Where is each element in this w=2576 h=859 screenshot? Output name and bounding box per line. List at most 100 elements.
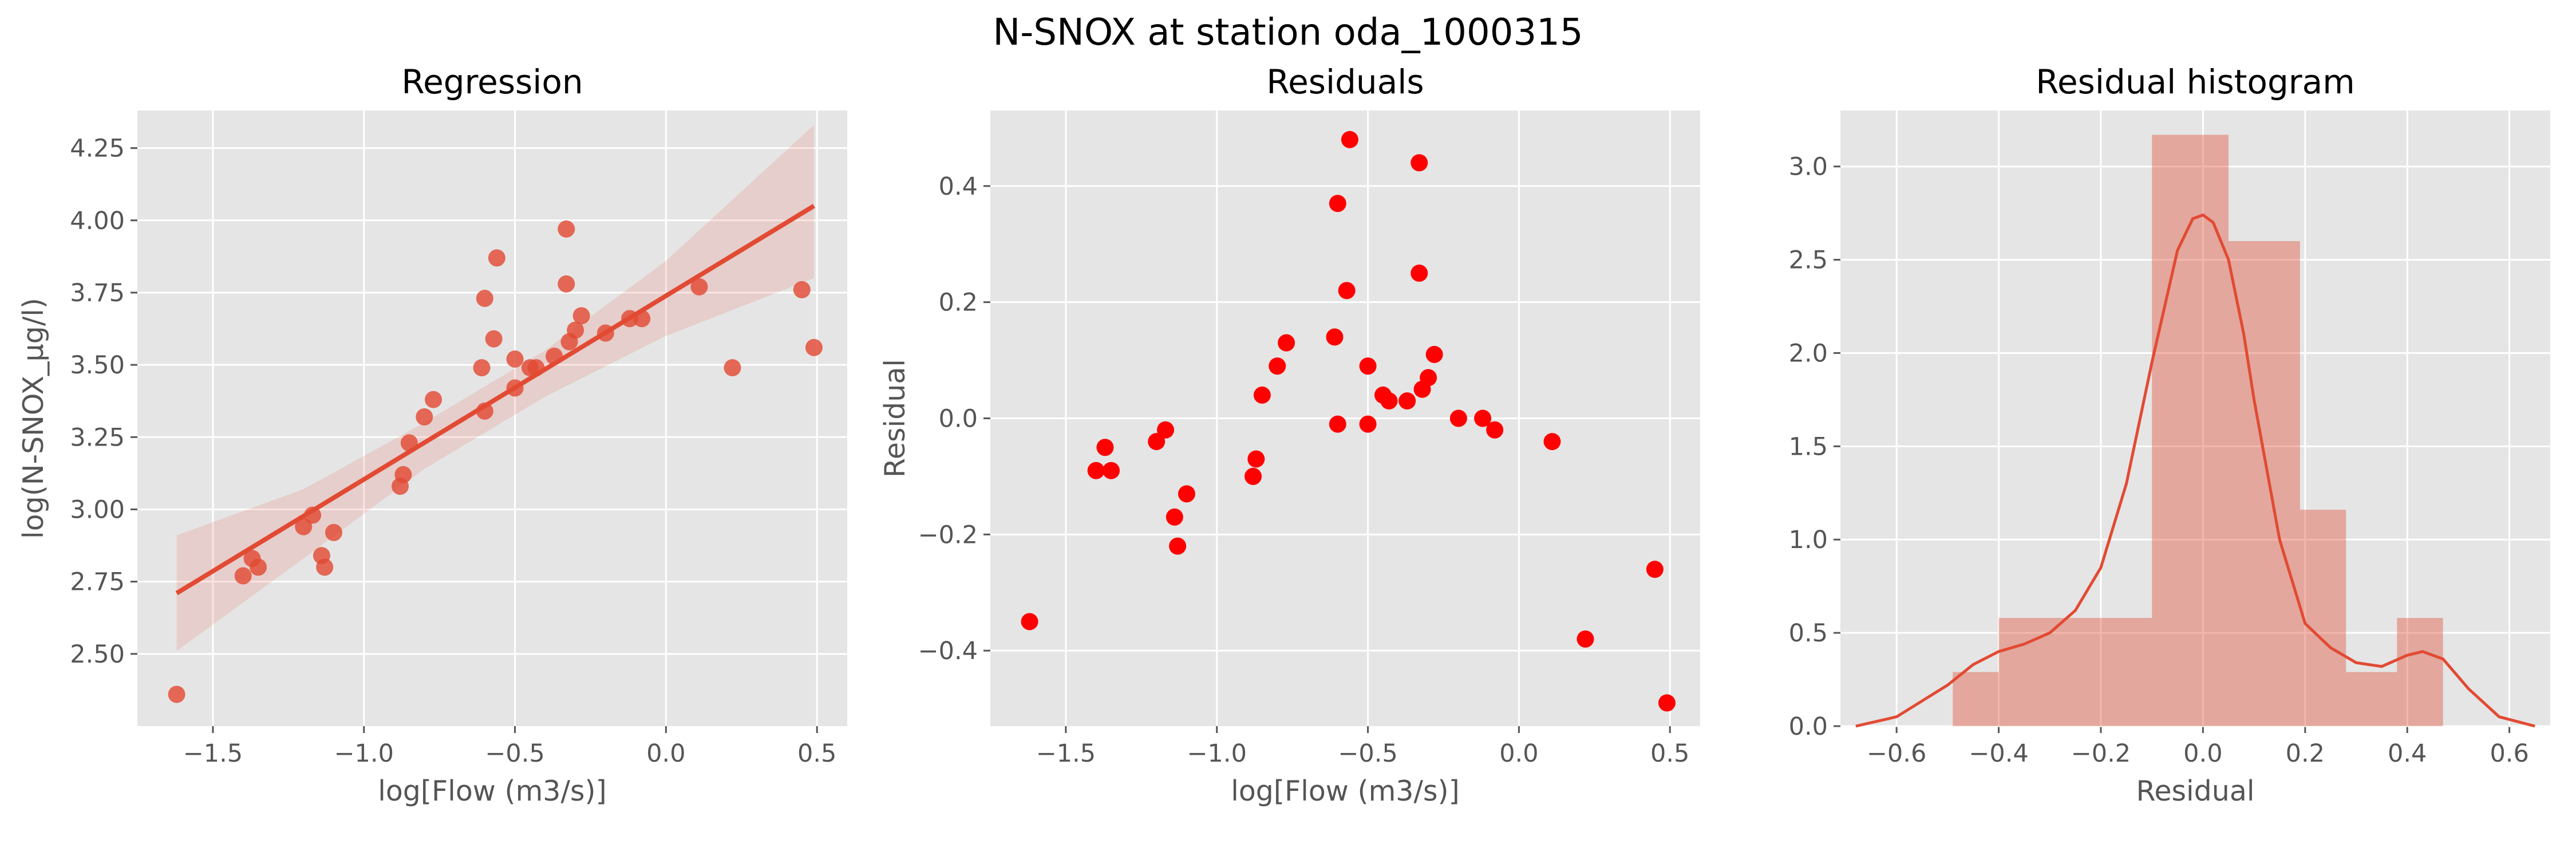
panel-title: Residuals <box>1266 62 1424 101</box>
data-point <box>690 278 708 295</box>
y-tick-label: 1.5 <box>1789 432 1828 461</box>
residual-point <box>1247 450 1265 468</box>
data-point <box>558 220 575 238</box>
residual-point <box>1103 462 1120 479</box>
panel-title: Residual histogram <box>2036 62 2354 101</box>
data-point <box>506 350 524 368</box>
data-point <box>234 567 252 585</box>
residual-point <box>1411 154 1428 172</box>
data-point <box>416 408 433 425</box>
data-point <box>724 359 741 377</box>
y-tick-label: 3.00 <box>70 495 125 524</box>
x-tick-label: −1.5 <box>183 739 243 768</box>
residual-point <box>1359 357 1377 375</box>
histogram-bar <box>2060 618 2152 726</box>
x-tick-label: 0.4 <box>2388 739 2427 768</box>
y-tick-label: −0.4 <box>918 637 978 665</box>
data-point <box>473 359 491 377</box>
residual-point <box>1398 392 1416 410</box>
x-tick-label: −1.0 <box>334 739 394 768</box>
y-tick-label: 3.25 <box>70 423 125 452</box>
data-point <box>805 338 823 356</box>
x-tick-label: −0.4 <box>1969 739 2028 768</box>
y-tick-label: 2.0 <box>1789 339 1828 368</box>
residual-point <box>1169 537 1187 555</box>
residual-point <box>1543 433 1561 451</box>
residual-point <box>1486 421 1504 439</box>
histogram-bar <box>1998 618 2060 726</box>
y-tick-label: −0.2 <box>918 521 978 549</box>
y-tick-label: 2.5 <box>1789 246 1828 275</box>
residual-point <box>1269 357 1286 375</box>
y-tick-label: 3.75 <box>70 279 125 308</box>
y-tick-label: 0.5 <box>1789 619 1828 648</box>
data-point <box>476 290 493 308</box>
residual-histogram-panel: −0.6 −0.4 −0.2 0.0 0.2 0.4 0.6 0.0 0.5 1.0 1.5 2.0 2… <box>1789 62 2550 807</box>
x-tick-label: 0.0 <box>646 739 685 768</box>
y-tick-label: 0.0 <box>939 405 978 434</box>
y-tick-label: 2.50 <box>70 640 125 669</box>
residual-point <box>1178 485 1195 503</box>
data-point <box>567 321 584 339</box>
data-point <box>394 466 412 483</box>
y-tick-label: 0.2 <box>939 289 978 317</box>
data-point <box>485 330 503 348</box>
x-axis-label: log[Flow (m3/s)] <box>1231 775 1460 807</box>
residual-point <box>1658 694 1676 712</box>
y-tick-label: 4.25 <box>70 135 125 163</box>
y-tick-label: 0.4 <box>939 172 978 201</box>
histogram-bar <box>1953 672 1999 726</box>
residual-point <box>1338 282 1356 300</box>
x-tick-label: −1.0 <box>1187 739 1247 768</box>
y-tick-label: 3.50 <box>70 351 125 380</box>
residual-point <box>1359 415 1377 433</box>
plot-area <box>1840 111 2550 726</box>
x-tick-label: 0.5 <box>797 739 836 768</box>
data-point <box>295 518 313 535</box>
residual-point <box>1253 386 1271 404</box>
x-tick-label: −0.6 <box>1867 739 1926 768</box>
residual-point <box>1341 131 1358 148</box>
x-tick-label: 0.5 <box>1650 739 1689 768</box>
residual-point <box>1380 392 1398 410</box>
kde-curve <box>1855 213 2535 728</box>
x-tick-label: −0.5 <box>1338 739 1397 768</box>
data-point <box>558 275 575 293</box>
data-point <box>316 558 334 576</box>
y-axis-label: Residual <box>879 359 911 478</box>
data-point <box>425 391 442 408</box>
residual-point <box>1096 439 1114 456</box>
residual-point <box>1165 508 1183 526</box>
data-point <box>793 281 811 298</box>
plot-area <box>137 111 847 726</box>
x-axis-label: Residual <box>2136 775 2255 807</box>
residual-point <box>1148 433 1165 451</box>
residual-point <box>1420 369 1437 387</box>
panel-title: Regression <box>401 62 583 101</box>
regression-panel: −1.5 −1.0 −0.5 0.0 0.5 2.50 2.75 3.00 3.25 3.50 3.… <box>17 62 847 807</box>
residual-point <box>1474 409 1492 427</box>
regression-line <box>175 204 816 596</box>
histogram-bar <box>2152 135 2229 726</box>
x-tick-label: 0.0 <box>2183 739 2222 768</box>
residual-point <box>1021 613 1038 631</box>
y-tick-label: 0.0 <box>1789 712 1828 741</box>
y-tick-label: 4.00 <box>70 207 125 235</box>
histogram-bar <box>2346 672 2397 726</box>
residual-point <box>1425 345 1443 363</box>
residual-point <box>1087 462 1105 479</box>
data-point <box>325 523 342 541</box>
y-axis-label: log(N-SNOX_µg/l) <box>17 298 50 539</box>
data-point <box>250 558 267 576</box>
x-tick-label: −0.2 <box>2071 739 2131 768</box>
residual-point <box>1329 195 1346 212</box>
confidence-band <box>176 125 814 651</box>
residuals-panel: −1.5 −1.0 −0.5 0.0 0.5 −0.4 −0.2 0.0 0.2 0.4 Resid… <box>879 62 1700 807</box>
residual-point <box>1577 630 1594 648</box>
residual-point <box>1326 328 1344 346</box>
y-tick-label: 1.0 <box>1789 526 1828 554</box>
data-point <box>168 685 185 703</box>
x-tick-label: −0.5 <box>485 739 544 768</box>
x-tick-label: 0.2 <box>2286 739 2325 768</box>
